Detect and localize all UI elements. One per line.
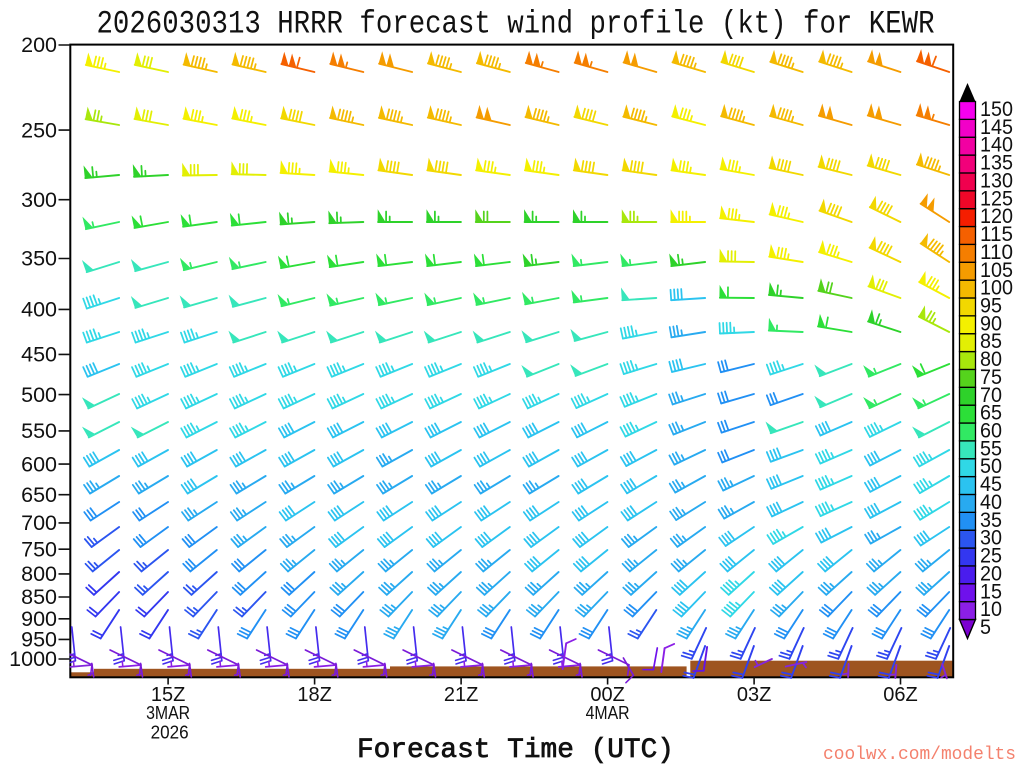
svg-text:350: 350 bbox=[21, 247, 57, 271]
svg-text:90: 90 bbox=[980, 312, 1002, 335]
svg-text:900: 900 bbox=[21, 607, 57, 631]
svg-text:400: 400 bbox=[21, 298, 57, 322]
svg-text:110: 110 bbox=[980, 241, 1013, 264]
svg-text:75: 75 bbox=[980, 366, 1002, 389]
svg-text:65: 65 bbox=[980, 402, 1002, 425]
svg-text:300: 300 bbox=[21, 188, 57, 212]
svg-text:450: 450 bbox=[21, 343, 57, 367]
svg-text:3MAR: 3MAR bbox=[146, 702, 190, 723]
svg-text:4MAR: 4MAR bbox=[586, 702, 630, 723]
svg-text:800: 800 bbox=[21, 562, 57, 586]
svg-text:00Z: 00Z bbox=[590, 684, 624, 706]
svg-text:200: 200 bbox=[21, 33, 57, 57]
svg-text:650: 650 bbox=[21, 483, 57, 507]
svg-text:25: 25 bbox=[980, 545, 1002, 568]
svg-text:130: 130 bbox=[980, 169, 1013, 192]
svg-text:2026: 2026 bbox=[151, 722, 189, 743]
svg-text:125: 125 bbox=[980, 187, 1013, 210]
svg-text:250: 250 bbox=[21, 118, 57, 142]
svg-text:100: 100 bbox=[980, 277, 1013, 300]
svg-text:18Z: 18Z bbox=[297, 684, 331, 706]
svg-text:1000: 1000 bbox=[9, 647, 57, 671]
svg-text:550: 550 bbox=[21, 419, 57, 443]
svg-text:40: 40 bbox=[980, 491, 1002, 514]
svg-text:35: 35 bbox=[980, 509, 1002, 532]
svg-text:850: 850 bbox=[21, 585, 57, 609]
svg-text:coolwx.com/modelts: coolwx.com/modelts bbox=[823, 745, 1016, 765]
svg-text:50: 50 bbox=[980, 455, 1002, 478]
svg-text:03Z: 03Z bbox=[737, 684, 771, 706]
svg-text:600: 600 bbox=[21, 452, 57, 476]
svg-text:45: 45 bbox=[980, 473, 1002, 496]
svg-text:145: 145 bbox=[980, 116, 1013, 139]
svg-text:60: 60 bbox=[980, 420, 1002, 443]
svg-text:Forecast Time (UTC): Forecast Time (UTC) bbox=[357, 735, 674, 766]
svg-text:85: 85 bbox=[980, 330, 1002, 353]
svg-text:30: 30 bbox=[980, 527, 1002, 550]
svg-text:105: 105 bbox=[980, 259, 1013, 282]
svg-text:140: 140 bbox=[980, 134, 1013, 157]
svg-text:15Z: 15Z bbox=[151, 684, 185, 706]
svg-text:55: 55 bbox=[980, 437, 1002, 460]
svg-text:135: 135 bbox=[980, 152, 1013, 175]
svg-text:500: 500 bbox=[21, 383, 57, 407]
svg-text:80: 80 bbox=[980, 348, 1002, 371]
svg-text:750: 750 bbox=[21, 537, 57, 561]
svg-text:70: 70 bbox=[980, 384, 1002, 407]
svg-text:10: 10 bbox=[980, 598, 1002, 621]
svg-text:2026030313 HRRR forecast wind: 2026030313 HRRR forecast wind profile (k… bbox=[97, 6, 935, 43]
svg-text:21Z: 21Z bbox=[444, 684, 478, 706]
svg-text:150: 150 bbox=[980, 98, 1013, 121]
svg-text:20: 20 bbox=[980, 562, 1002, 585]
svg-text:15: 15 bbox=[980, 580, 1002, 603]
svg-text:950: 950 bbox=[21, 628, 57, 652]
svg-text:5: 5 bbox=[980, 616, 991, 639]
svg-text:700: 700 bbox=[21, 511, 57, 535]
svg-text:06Z: 06Z bbox=[883, 684, 917, 706]
svg-text:120: 120 bbox=[980, 205, 1013, 228]
svg-text:95: 95 bbox=[980, 295, 1002, 318]
svg-text:115: 115 bbox=[980, 223, 1013, 246]
